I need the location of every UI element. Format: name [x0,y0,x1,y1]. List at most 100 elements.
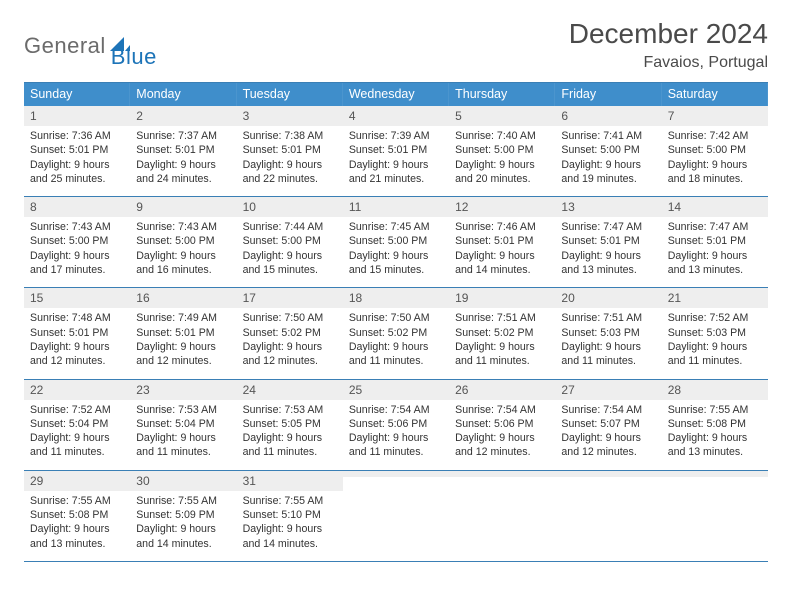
day-cell: 16Sunrise: 7:49 AMSunset: 5:01 PMDayligh… [130,288,236,378]
day-cell: 13Sunrise: 7:47 AMSunset: 5:01 PMDayligh… [555,197,661,287]
day-cell: 25Sunrise: 7:54 AMSunset: 5:06 PMDayligh… [343,380,449,470]
day-number: 12 [449,197,555,217]
day-header: Friday [555,83,661,106]
day-info: Sunrise: 7:48 AMSunset: 5:01 PMDaylight:… [24,308,130,378]
day-cell: 30Sunrise: 7:55 AMSunset: 5:09 PMDayligh… [130,471,236,561]
day-number: 15 [24,288,130,308]
day-number: 7 [662,106,768,126]
day-cell: 23Sunrise: 7:53 AMSunset: 5:04 PMDayligh… [130,380,236,470]
weeks-container: 1Sunrise: 7:36 AMSunset: 5:01 PMDaylight… [24,106,768,562]
day-header: Tuesday [237,83,343,106]
day-cell: 28Sunrise: 7:55 AMSunset: 5:08 PMDayligh… [662,380,768,470]
day-info: Sunrise: 7:55 AMSunset: 5:08 PMDaylight:… [662,400,768,470]
day-cell: 10Sunrise: 7:44 AMSunset: 5:00 PMDayligh… [237,197,343,287]
day-header: Sunday [24,83,130,106]
day-number: 5 [449,106,555,126]
day-cell: 4Sunrise: 7:39 AMSunset: 5:01 PMDaylight… [343,106,449,196]
day-info [343,477,449,537]
day-number: 2 [130,106,236,126]
day-info [449,477,555,537]
day-cell [555,471,661,561]
day-header: Saturday [662,83,768,106]
day-cell [449,471,555,561]
day-info [662,477,768,537]
day-info: Sunrise: 7:47 AMSunset: 5:01 PMDaylight:… [555,217,661,287]
day-info: Sunrise: 7:46 AMSunset: 5:01 PMDaylight:… [449,217,555,287]
day-number: 29 [24,471,130,491]
day-cell: 15Sunrise: 7:48 AMSunset: 5:01 PMDayligh… [24,288,130,378]
week-row: 29Sunrise: 7:55 AMSunset: 5:08 PMDayligh… [24,471,768,562]
header: General Blue December 2024 Favaios, Port… [24,18,768,72]
day-cell: 20Sunrise: 7:51 AMSunset: 5:03 PMDayligh… [555,288,661,378]
day-cell: 17Sunrise: 7:50 AMSunset: 5:02 PMDayligh… [237,288,343,378]
day-cell: 18Sunrise: 7:50 AMSunset: 5:02 PMDayligh… [343,288,449,378]
day-info: Sunrise: 7:38 AMSunset: 5:01 PMDaylight:… [237,126,343,196]
week-row: 8Sunrise: 7:43 AMSunset: 5:00 PMDaylight… [24,197,768,288]
day-number: 8 [24,197,130,217]
day-info: Sunrise: 7:54 AMSunset: 5:06 PMDaylight:… [343,400,449,470]
day-info: Sunrise: 7:55 AMSunset: 5:09 PMDaylight:… [130,491,236,561]
calendar-grid: SundayMondayTuesdayWednesdayThursdayFrid… [24,82,768,562]
day-cell: 14Sunrise: 7:47 AMSunset: 5:01 PMDayligh… [662,197,768,287]
day-cell: 2Sunrise: 7:37 AMSunset: 5:01 PMDaylight… [130,106,236,196]
day-info [555,477,661,537]
day-info: Sunrise: 7:44 AMSunset: 5:00 PMDaylight:… [237,217,343,287]
day-info: Sunrise: 7:50 AMSunset: 5:02 PMDaylight:… [343,308,449,378]
day-number: 22 [24,380,130,400]
day-number: 28 [662,380,768,400]
day-cell: 7Sunrise: 7:42 AMSunset: 5:00 PMDaylight… [662,106,768,196]
day-cell: 3Sunrise: 7:38 AMSunset: 5:01 PMDaylight… [237,106,343,196]
brand-blue-text: Blue [111,44,157,69]
day-header-row: SundayMondayTuesdayWednesdayThursdayFrid… [24,83,768,106]
day-info: Sunrise: 7:50 AMSunset: 5:02 PMDaylight:… [237,308,343,378]
day-cell: 21Sunrise: 7:52 AMSunset: 5:03 PMDayligh… [662,288,768,378]
day-number: 6 [555,106,661,126]
day-number: 21 [662,288,768,308]
day-number: 14 [662,197,768,217]
week-row: 1Sunrise: 7:36 AMSunset: 5:01 PMDaylight… [24,106,768,197]
day-info: Sunrise: 7:55 AMSunset: 5:10 PMDaylight:… [237,491,343,561]
day-cell: 11Sunrise: 7:45 AMSunset: 5:00 PMDayligh… [343,197,449,287]
day-number: 9 [130,197,236,217]
day-cell: 19Sunrise: 7:51 AMSunset: 5:02 PMDayligh… [449,288,555,378]
day-cell: 27Sunrise: 7:54 AMSunset: 5:07 PMDayligh… [555,380,661,470]
day-info: Sunrise: 7:43 AMSunset: 5:00 PMDaylight:… [130,217,236,287]
day-info: Sunrise: 7:51 AMSunset: 5:02 PMDaylight:… [449,308,555,378]
day-cell: 5Sunrise: 7:40 AMSunset: 5:00 PMDaylight… [449,106,555,196]
day-number: 16 [130,288,236,308]
day-number: 17 [237,288,343,308]
location-label: Favaios, Portugal [569,54,768,72]
day-cell: 26Sunrise: 7:54 AMSunset: 5:06 PMDayligh… [449,380,555,470]
day-info: Sunrise: 7:41 AMSunset: 5:00 PMDaylight:… [555,126,661,196]
week-row: 15Sunrise: 7:48 AMSunset: 5:01 PMDayligh… [24,288,768,379]
day-info: Sunrise: 7:37 AMSunset: 5:01 PMDaylight:… [130,126,236,196]
day-info: Sunrise: 7:43 AMSunset: 5:00 PMDaylight:… [24,217,130,287]
day-number: 31 [237,471,343,491]
week-row: 22Sunrise: 7:52 AMSunset: 5:04 PMDayligh… [24,380,768,471]
day-number: 24 [237,380,343,400]
day-info: Sunrise: 7:49 AMSunset: 5:01 PMDaylight:… [130,308,236,378]
day-cell: 1Sunrise: 7:36 AMSunset: 5:01 PMDaylight… [24,106,130,196]
day-number: 11 [343,197,449,217]
day-number: 10 [237,197,343,217]
day-header: Thursday [449,83,555,106]
day-info: Sunrise: 7:45 AMSunset: 5:00 PMDaylight:… [343,217,449,287]
day-cell: 6Sunrise: 7:41 AMSunset: 5:00 PMDaylight… [555,106,661,196]
day-cell: 29Sunrise: 7:55 AMSunset: 5:08 PMDayligh… [24,471,130,561]
day-info: Sunrise: 7:52 AMSunset: 5:04 PMDaylight:… [24,400,130,470]
day-cell [343,471,449,561]
day-info: Sunrise: 7:55 AMSunset: 5:08 PMDaylight:… [24,491,130,561]
day-number: 4 [343,106,449,126]
day-info: Sunrise: 7:54 AMSunset: 5:07 PMDaylight:… [555,400,661,470]
day-info: Sunrise: 7:51 AMSunset: 5:03 PMDaylight:… [555,308,661,378]
day-cell: 8Sunrise: 7:43 AMSunset: 5:00 PMDaylight… [24,197,130,287]
day-number: 25 [343,380,449,400]
day-info: Sunrise: 7:36 AMSunset: 5:01 PMDaylight:… [24,126,130,196]
day-info: Sunrise: 7:40 AMSunset: 5:00 PMDaylight:… [449,126,555,196]
day-number: 23 [130,380,236,400]
day-number: 18 [343,288,449,308]
brand-logo: General Blue [24,22,157,70]
day-info: Sunrise: 7:53 AMSunset: 5:04 PMDaylight:… [130,400,236,470]
day-number: 20 [555,288,661,308]
day-number: 27 [555,380,661,400]
